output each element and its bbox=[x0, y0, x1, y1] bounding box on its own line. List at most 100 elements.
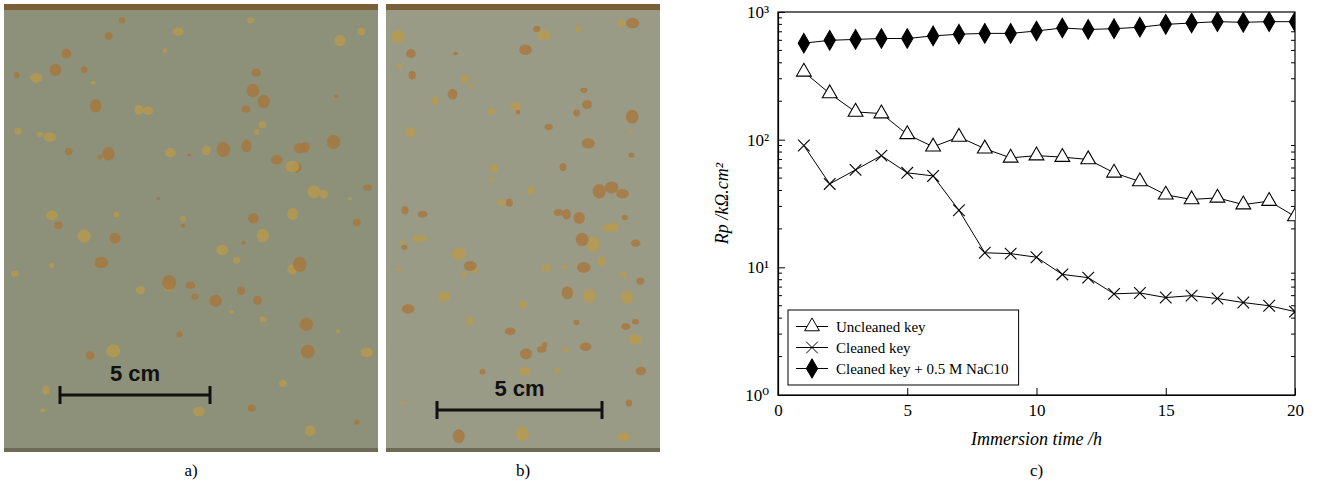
corrosion-spot bbox=[406, 49, 416, 58]
y-tick-label: 10³ bbox=[747, 3, 769, 22]
data-point bbox=[1184, 191, 1199, 204]
corrosion-spot bbox=[163, 48, 167, 53]
series-line bbox=[804, 146, 1295, 312]
data-point bbox=[1186, 13, 1197, 33]
corrosion-spot bbox=[94, 257, 108, 268]
corrosion-spot bbox=[14, 128, 21, 134]
scale-bar-end bbox=[209, 386, 212, 404]
data-point bbox=[1210, 189, 1225, 202]
corrosion-spot bbox=[162, 275, 176, 290]
corrosion-spot bbox=[353, 219, 361, 226]
corrosion-spot bbox=[241, 241, 245, 245]
scale-bar bbox=[60, 394, 210, 397]
photo-bottom-edge bbox=[4, 448, 378, 452]
corrosion-spot bbox=[402, 206, 409, 214]
data-point bbox=[1160, 15, 1171, 35]
corrosion-spot bbox=[406, 128, 416, 138]
corrosion-spot bbox=[448, 89, 458, 100]
data-point bbox=[1031, 251, 1043, 263]
panel-label: b) bbox=[516, 461, 530, 480]
x-tick: 10 bbox=[1029, 388, 1046, 420]
corrosion-spot bbox=[466, 317, 474, 325]
corrosion-spot bbox=[400, 241, 405, 245]
panel-label: c) bbox=[1030, 461, 1043, 480]
corrosion-spot bbox=[50, 64, 62, 76]
corrosion-spot bbox=[202, 146, 211, 156]
corrosion-spot bbox=[402, 304, 414, 313]
corrosion-spot bbox=[187, 153, 191, 156]
x-axis: 05101520 bbox=[774, 388, 1304, 420]
corrosion-spot bbox=[480, 369, 486, 375]
corrosion-spot bbox=[626, 399, 633, 406]
corrosion-spot bbox=[542, 264, 551, 272]
corrosion-spot bbox=[54, 222, 63, 230]
corrosion-spot bbox=[301, 345, 315, 359]
corrosion-spot bbox=[90, 81, 95, 85]
corrosion-spot bbox=[114, 211, 119, 217]
corrosion-spot bbox=[258, 95, 270, 109]
y-tick-label: 10¹ bbox=[747, 258, 769, 277]
corrosion-spot bbox=[142, 106, 153, 114]
plot-frame bbox=[778, 12, 1295, 395]
corrosion-spot bbox=[462, 272, 467, 277]
data-point bbox=[1212, 12, 1223, 31]
corrosion-spot bbox=[597, 256, 605, 266]
corrosion-spot bbox=[287, 208, 298, 220]
legend-marker bbox=[806, 342, 818, 354]
corrosion-spot bbox=[363, 184, 371, 190]
corrosion-spot bbox=[469, 85, 473, 90]
corrosion-spot bbox=[409, 71, 416, 80]
corrosion-spot bbox=[233, 257, 240, 264]
legend-marker bbox=[806, 359, 817, 379]
corrosion-spot bbox=[453, 429, 465, 443]
corrosion-spot bbox=[348, 197, 352, 200]
data-point bbox=[848, 103, 863, 116]
corrosion-spot bbox=[488, 108, 496, 115]
legend-box bbox=[788, 310, 1019, 385]
data-point bbox=[926, 138, 941, 151]
data-point bbox=[1005, 24, 1016, 44]
corrosion-spot bbox=[636, 367, 646, 376]
corrosion-spot bbox=[431, 96, 438, 105]
data-point bbox=[979, 24, 990, 44]
data-point bbox=[1238, 13, 1249, 33]
data-point bbox=[1003, 149, 1018, 162]
y-tick-label: 10⁰ bbox=[745, 386, 769, 405]
data-point bbox=[1237, 297, 1249, 309]
data-point bbox=[1107, 164, 1122, 177]
corrosion-spot bbox=[518, 301, 527, 308]
data-point bbox=[1212, 293, 1224, 305]
x-tick: 15 bbox=[1158, 388, 1175, 420]
corrosion-spot bbox=[30, 73, 42, 83]
corrosion-spot bbox=[392, 30, 405, 43]
corrosion-spot bbox=[418, 236, 426, 242]
corrosion-spot bbox=[136, 286, 145, 294]
data-point bbox=[822, 85, 837, 98]
corrosion-spot bbox=[505, 328, 516, 336]
corrosion-spot bbox=[621, 323, 630, 330]
corrosion-spot bbox=[42, 386, 50, 395]
corrosion-spot bbox=[180, 216, 185, 222]
corrosion-spot bbox=[334, 95, 338, 99]
corrosion-spot bbox=[397, 64, 403, 69]
legend-marker bbox=[805, 318, 820, 331]
x-tick-label: 0 bbox=[774, 401, 783, 420]
photo-panel: 5 cm bbox=[386, 4, 660, 452]
scale-bar bbox=[437, 409, 602, 412]
corrosion-spot bbox=[109, 233, 120, 244]
corrosion-spot bbox=[629, 153, 635, 158]
data-point bbox=[1108, 288, 1120, 300]
corrosion-spot bbox=[181, 224, 186, 228]
data-point bbox=[979, 247, 991, 259]
corrosion-spot bbox=[241, 140, 251, 152]
corrosion-spot bbox=[294, 143, 307, 153]
corrosion-spot bbox=[247, 84, 260, 98]
corrosion-spot bbox=[582, 100, 592, 109]
data-point bbox=[953, 24, 964, 44]
corrosion-spot bbox=[37, 132, 44, 137]
corrosion-spot bbox=[554, 209, 563, 216]
corrosion-spot bbox=[618, 432, 630, 442]
corrosion-spot bbox=[176, 332, 182, 338]
corrosion-spot bbox=[533, 26, 540, 32]
data-point bbox=[1029, 147, 1044, 160]
